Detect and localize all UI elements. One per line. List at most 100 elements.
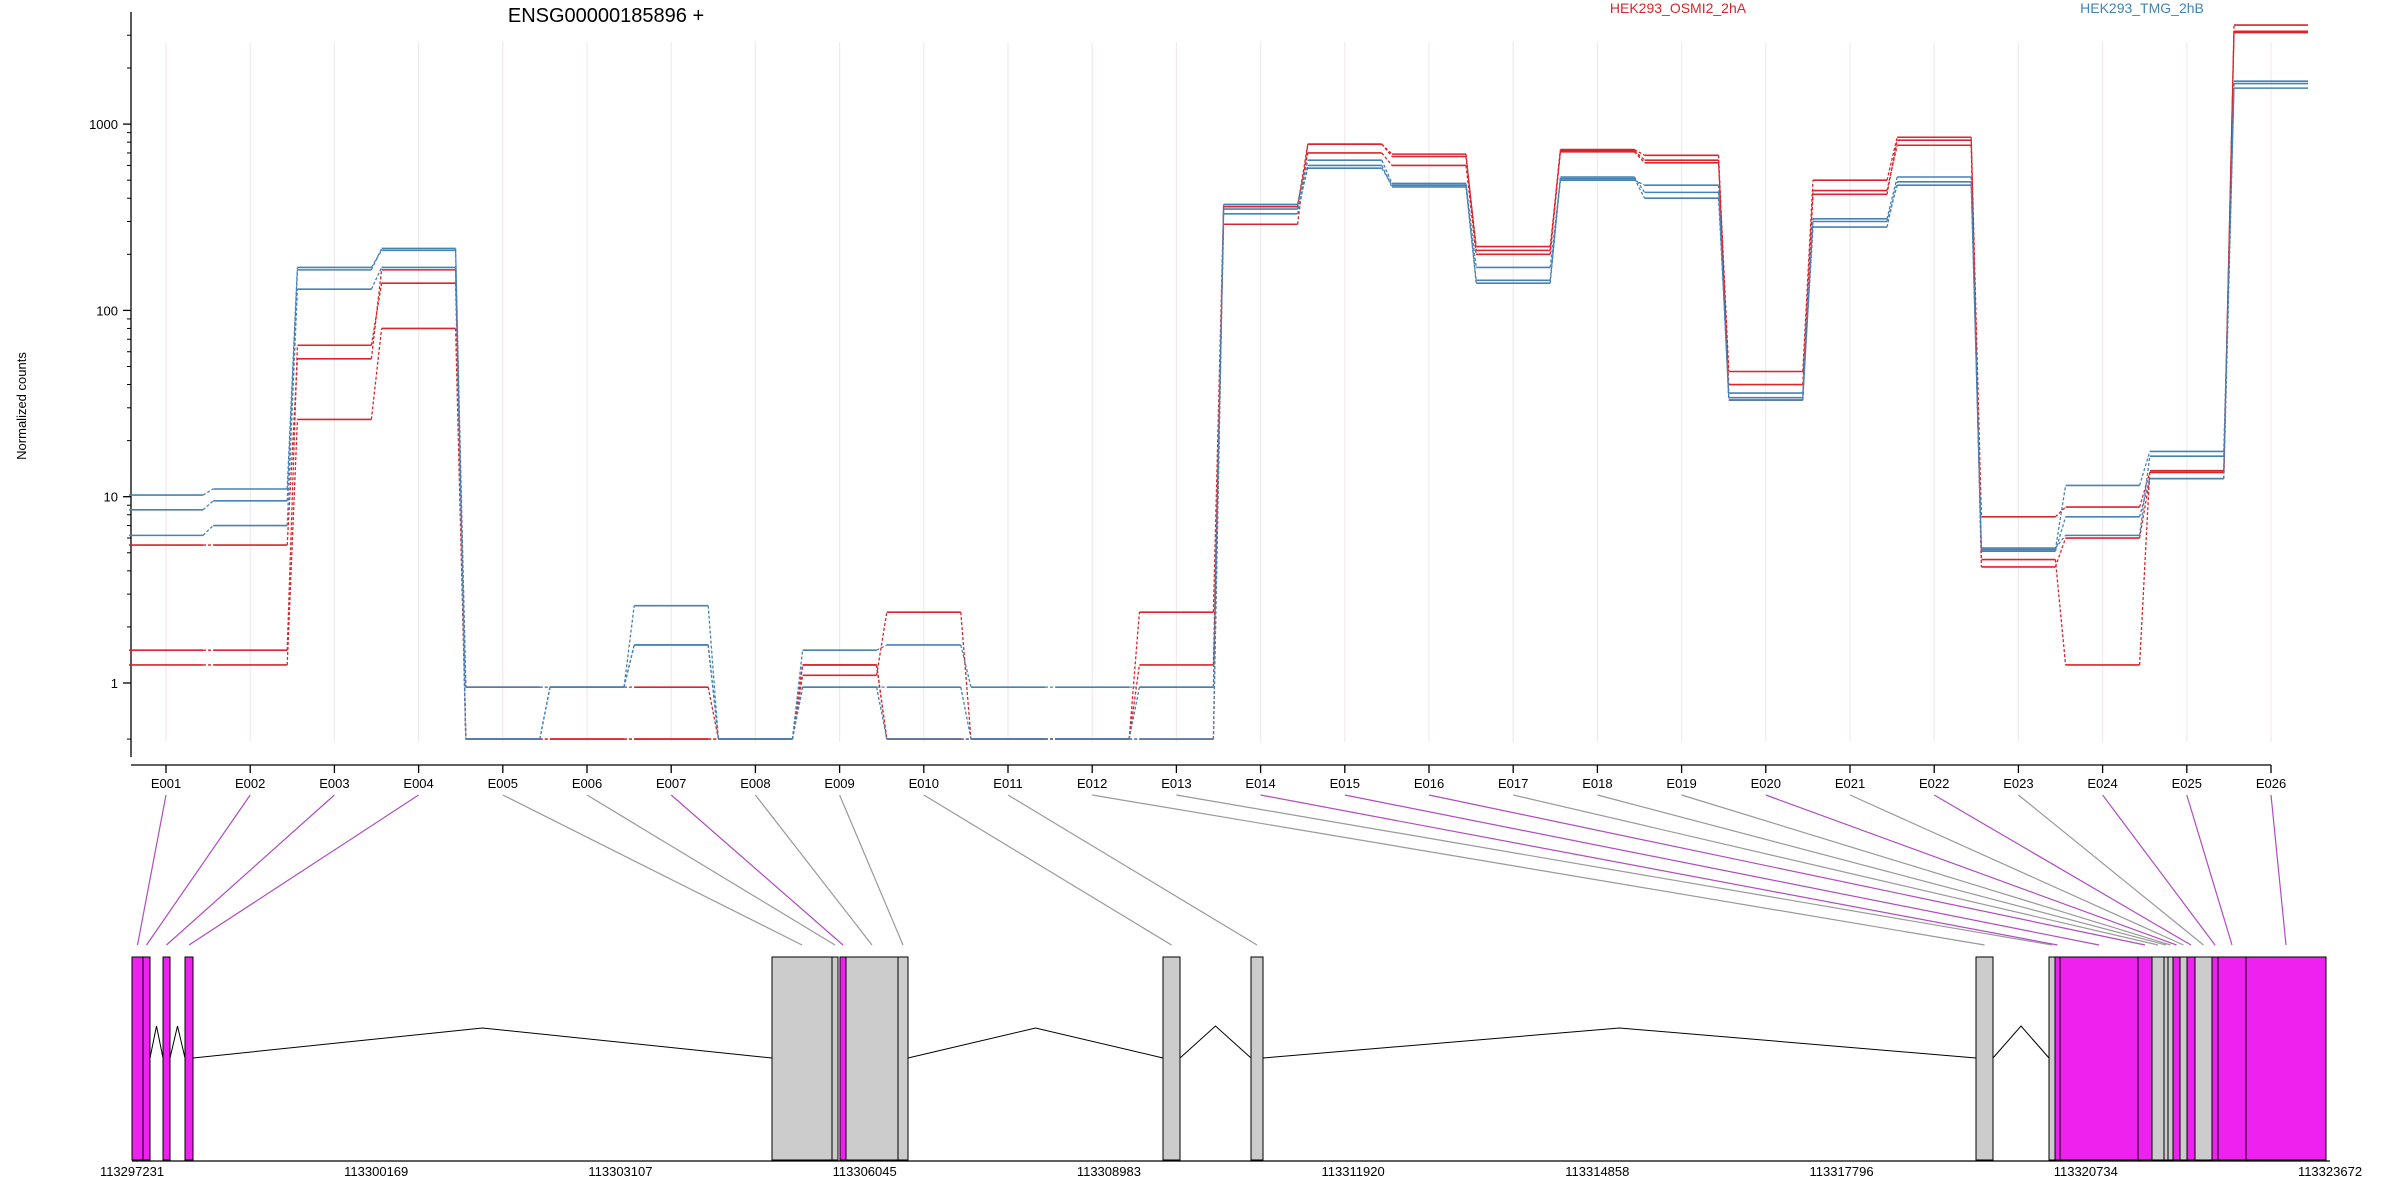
- genomic-tick-label: 113320734: [2054, 1164, 2118, 1179]
- exon-box-E023: [2194, 956, 2213, 1161]
- x-tick-label: E013: [1161, 776, 1191, 791]
- exon-box-E006: [831, 956, 839, 1161]
- data-connector: [286, 345, 299, 651]
- x-tick-label: E003: [319, 776, 349, 791]
- data-connector: [1802, 180, 1814, 372]
- exon-connector: [136, 794, 167, 946]
- data-connector: [1886, 137, 1898, 181]
- genomic-tick-label: 113311920: [1322, 1164, 1385, 1179]
- exon-connector: [1849, 794, 2184, 946]
- y-tick-label: 1: [111, 676, 118, 691]
- data-connector: [2054, 485, 2067, 550]
- intron: [1992, 1025, 2050, 1059]
- exon-box-E016: [2137, 956, 2153, 1161]
- y-axis-label: Normalized counts: [14, 352, 29, 460]
- data-connector: [370, 248, 383, 271]
- exon-box-E019: [2167, 956, 2174, 1161]
- exon-connector: [1428, 794, 2146, 946]
- exon-box-E021: [2179, 956, 2188, 1161]
- intron: [1179, 1025, 1252, 1059]
- data-connector: [623, 605, 635, 688]
- legend-entry-0: HEK293_OSMI2_2hA: [1610, 0, 1747, 16]
- data-connector: [1465, 183, 1477, 268]
- data-connector: [370, 328, 383, 420]
- data-connector: [1633, 151, 1646, 164]
- exon-box-E012: [1975, 956, 1994, 1161]
- data-connector: [960, 687, 972, 740]
- data-connector: [2054, 534, 2067, 549]
- x-tick-label: E010: [909, 776, 939, 791]
- data-connector: [960, 612, 972, 740]
- data-connector: [707, 687, 720, 740]
- x-tick-label: E009: [824, 776, 854, 791]
- data-connector: [1717, 162, 1730, 385]
- data-connector: [960, 644, 972, 688]
- y-tick-label: 100: [96, 303, 118, 318]
- data-connector: [202, 525, 214, 536]
- exon-box-E026: [2245, 956, 2327, 1161]
- exon-connector: [1933, 794, 2192, 946]
- exon-connector: [2270, 794, 2287, 946]
- genomic-tick-label: 113300169: [344, 1164, 408, 1179]
- exon-box-E015: [2059, 956, 2139, 1161]
- exon-connector: [2018, 794, 2204, 946]
- genomic-tick-label: 113317796: [1810, 1164, 1874, 1179]
- data-connector: [2054, 516, 2067, 552]
- data-connector: [1465, 154, 1477, 251]
- genomic-tick-label: 113323672: [2298, 1164, 2362, 1179]
- data-connector: [370, 267, 383, 290]
- exon-connector: [1176, 794, 2053, 946]
- exon-connector: [1765, 794, 2177, 946]
- exon-box-E013: [2048, 956, 2056, 1161]
- data-connector: [1296, 152, 1309, 205]
- data-connector: [2223, 81, 2235, 457]
- exon-box-E007: [839, 956, 847, 1161]
- data-connector: [1128, 664, 1141, 740]
- x-tick-label: E007: [656, 776, 686, 791]
- genomic-axis: 113297231 113300169 113303107 113306045 1133…: [100, 1160, 2362, 1179]
- exon-box-E017: [2151, 956, 2165, 1161]
- data-connector: [1802, 221, 1814, 394]
- exon-connector: [754, 794, 873, 946]
- exon-connectors: [136, 794, 2287, 946]
- exon-connector: [1344, 794, 2100, 946]
- exon-box-E011: [1250, 956, 1264, 1161]
- data-connector: [2138, 478, 2151, 517]
- intron: [149, 1025, 164, 1059]
- legend: HEK293_OSMI2_2hA HEK293_TMG_2hB: [1610, 0, 2204, 16]
- data-connector: [286, 419, 299, 665]
- exon-connector: [2186, 794, 2233, 946]
- data-connector: [1296, 160, 1309, 205]
- series-4: [129, 87, 2308, 740]
- x-tick-label: E012: [1077, 776, 1107, 791]
- data-connector: [454, 267, 467, 740]
- y-axis: 1 10 100 1000: [89, 11, 132, 758]
- exon-connector: [670, 794, 844, 946]
- exon-connector: [839, 794, 904, 946]
- data-connector: [875, 612, 888, 676]
- exon-box-E020: [2172, 956, 2181, 1161]
- exon-connector: [1597, 794, 2167, 946]
- data-connector: [1381, 165, 1393, 188]
- x-axis: E001 E002 E003 E004 E005 E006 E007 E008 E009 E010…: [131, 764, 2286, 791]
- data-connector: [2138, 456, 2151, 536]
- data-connector: [1212, 209, 1225, 740]
- x-tick-label: E023: [2003, 776, 2033, 791]
- data-connector: [1381, 159, 1393, 184]
- y-tick-label: 1000: [89, 117, 118, 132]
- exon-connector: [1092, 794, 1985, 946]
- chart-title: ENSG00000185896 +: [508, 5, 704, 27]
- data-connector: [1802, 194, 1814, 385]
- intron: [192, 1027, 773, 1059]
- exon-connector: [586, 794, 836, 946]
- data-connector: [370, 283, 383, 346]
- genomic-tick-label: 113297231: [100, 1164, 164, 1179]
- exon-connector: [1513, 794, 2159, 946]
- x-tick-label: E002: [235, 776, 265, 791]
- exon-box-E024: [2211, 956, 2219, 1161]
- x-tick-label: E008: [740, 776, 770, 791]
- exon-box-E010: [1162, 956, 1181, 1161]
- data-connector: [1549, 150, 1562, 247]
- data-connector: [1296, 168, 1309, 210]
